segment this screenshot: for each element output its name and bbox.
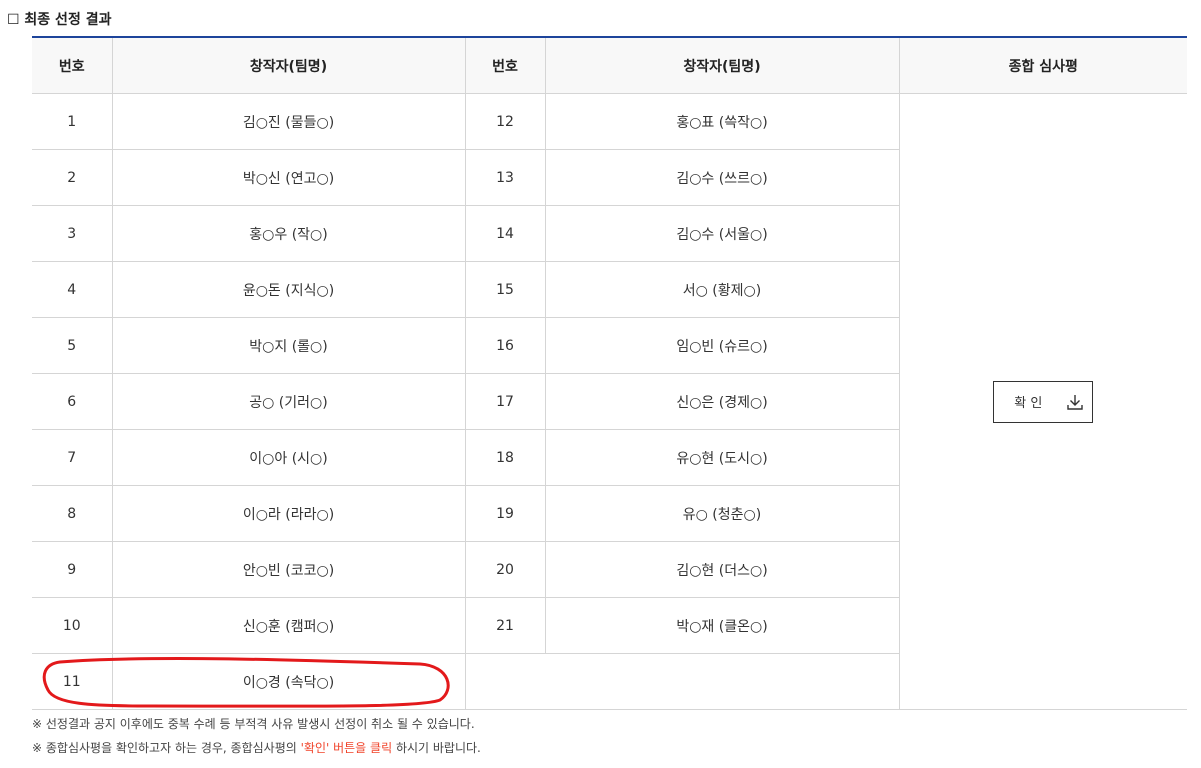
header-number: 번호 <box>32 36 113 94</box>
number-cell: 20 <box>464 541 546 598</box>
creator-cell: 박○재 (클온○) <box>544 597 899 654</box>
note-2-text-end: 하시기 바랍니다. <box>392 741 481 755</box>
creator-cell: 서○ (황제○) <box>544 261 899 318</box>
creator-cell: 홍○표 (쓱작○) <box>544 93 900 150</box>
creator-cell: 박○신 (연고○) <box>111 149 466 206</box>
number-cell: 5 <box>32 317 113 374</box>
note-2: ※ 종합심사평을 확인하고자 하는 경우, 종합심사평의 '확인' 버튼을 클릭… <box>32 736 481 760</box>
creator-cell: 이○경 (속닥○) <box>111 653 466 710</box>
table-row: 7 이○아 (시○) 18 유○현 (도시○) <box>32 429 1187 486</box>
creator-cell: 박○지 (롤○) <box>111 317 466 374</box>
creator-cell: 김○수 (쓰르○) <box>544 149 899 206</box>
number-cell: 2 <box>32 149 113 206</box>
number-cell: 7 <box>32 429 113 486</box>
note-1: ※ 선정결과 공지 이후에도 중복 수례 등 부적격 사유 발생시 선정이 취소… <box>32 717 475 731</box>
empty-cell <box>464 653 899 710</box>
number-cell: 10 <box>32 597 113 654</box>
header-row: 번호 창작자(팀명) 번호 창작자(팀명) 종합 심사평 <box>32 36 1187 94</box>
number-cell: 17 <box>464 373 546 430</box>
number-cell: 18 <box>464 429 546 486</box>
creator-cell: 안○빈 (코코○) <box>111 541 466 598</box>
table-row: 10 신○훈 (캠퍼○) 21 박○재 (클온○) <box>32 597 1187 654</box>
creator-cell: 이○아 (시○) <box>111 429 466 486</box>
table-row: 6 공○ (기러○) 17 신○은 (경제○) <box>32 373 1187 430</box>
table-row: 4 윤○돈 (지식○) 15 서○ (황제○) <box>32 261 1187 318</box>
creator-cell: 김○진 (물들○) <box>111 93 466 150</box>
number-cell: 4 <box>32 261 113 318</box>
number-cell: 12 <box>464 93 546 150</box>
number-cell: 11 <box>32 653 113 710</box>
section-title: ☐ 최종 선정 결과 <box>7 12 112 28</box>
header-creator-2: 창작자(팀명) <box>544 36 900 94</box>
number-cell: 19 <box>464 485 546 542</box>
results-table: 번호 창작자(팀명) 번호 창작자(팀명) 종합 심사평 1 김○진 (물들○) 1… <box>32 36 1187 710</box>
number-cell: 6 <box>32 373 113 430</box>
note-2-highlight: '확인' 버튼을 클릭 <box>300 741 393 755</box>
creator-cell: 유○ (청춘○) <box>544 485 899 542</box>
creator-cell: 홍○우 (작○) <box>111 205 466 262</box>
number-cell: 14 <box>464 205 546 262</box>
number-cell: 16 <box>464 317 546 374</box>
creator-cell: 윤○돈 (지식○) <box>111 261 466 318</box>
number-cell: 8 <box>32 485 113 542</box>
table-row: 8 이○라 (라라○) 19 유○ (청춘○) <box>32 485 1187 542</box>
table-row: 5 박○지 (롤○) 16 임○빈 (슈르○) <box>32 317 1187 374</box>
number-cell: 1 <box>32 93 113 150</box>
creator-cell: 김○현 (더스○) <box>544 541 899 598</box>
confirm-label: 확 인 <box>1014 396 1043 411</box>
download-icon <box>1067 394 1083 410</box>
header-number-2: 번호 <box>464 36 546 94</box>
note-2-text: ※ 종합심사평을 확인하고자 하는 경우, 종합심사평의 <box>32 741 301 755</box>
creator-cell: 임○빈 (슈르○) <box>544 317 899 374</box>
confirm-button[interactable]: 확 인 <box>993 380 1094 423</box>
creator-cell: 신○은 (경제○) <box>544 373 899 430</box>
creator-cell: 신○훈 (캠퍼○) <box>111 597 466 654</box>
creator-cell: 김○수 (서울○) <box>544 205 899 262</box>
notes: ※ 선정결과 공지 이후에도 중복 수례 등 부적격 사유 발생시 선정이 취소… <box>32 712 481 760</box>
review-cell: 확 인 <box>898 93 1187 710</box>
creator-cell: 이○라 (라라○) <box>111 485 466 542</box>
creator-cell: 유○현 (도시○) <box>544 429 899 486</box>
header-review: 종합 심사평 <box>898 36 1187 94</box>
header-creator: 창작자(팀명) <box>111 36 466 94</box>
table-row: 1 김○진 (물들○) 12 홍○표 (쓱작○) 확 인 <box>32 93 1187 710</box>
number-cell: 9 <box>32 541 113 598</box>
number-cell: 3 <box>32 205 113 262</box>
creator-cell: 공○ (기러○) <box>111 373 466 430</box>
number-cell: 21 <box>464 597 546 654</box>
number-cell: 15 <box>464 261 546 318</box>
number-cell: 13 <box>464 149 546 206</box>
